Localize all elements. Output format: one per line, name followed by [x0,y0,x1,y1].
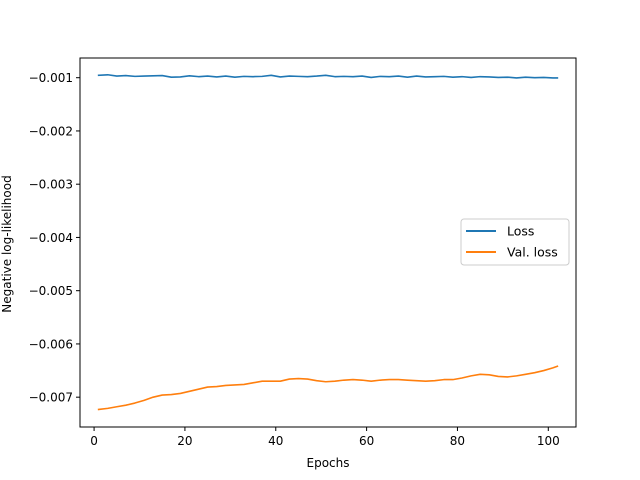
y-tick-label: −0.005 [29,284,73,298]
x-tick-label: 100 [537,434,560,448]
legend: Loss Val. loss [460,218,570,266]
legend-label-val-loss: Val. loss [507,245,558,260]
series-line-val-loss [97,365,559,411]
plot-area [97,73,559,411]
series-line-loss [97,73,559,79]
x-tick-label: 40 [268,434,283,448]
x-tick-label: 0 [90,434,98,448]
y-axis-label: Negative log-likelihood [0,175,14,312]
x-axis-label: Epochs [307,456,350,470]
x-tick-label: 80 [450,434,465,448]
legend-label-loss: Loss [507,224,534,239]
y-tick-label: −0.003 [29,178,73,192]
y-tick-label: −0.007 [29,391,73,405]
y-tick-label: −0.002 [29,124,73,138]
y-tick-label: −0.001 [29,71,73,85]
y-tick-label: −0.004 [29,231,73,245]
axes: 0 20 40 60 80 100 −0.001 −0.002 −0.003 −0.004 −0.0… [29,57,577,448]
y-tick-label: −0.006 [29,337,73,351]
x-tick-label: 60 [359,434,374,448]
x-tick-label: 20 [177,434,192,448]
plot-frame [79,57,577,428]
